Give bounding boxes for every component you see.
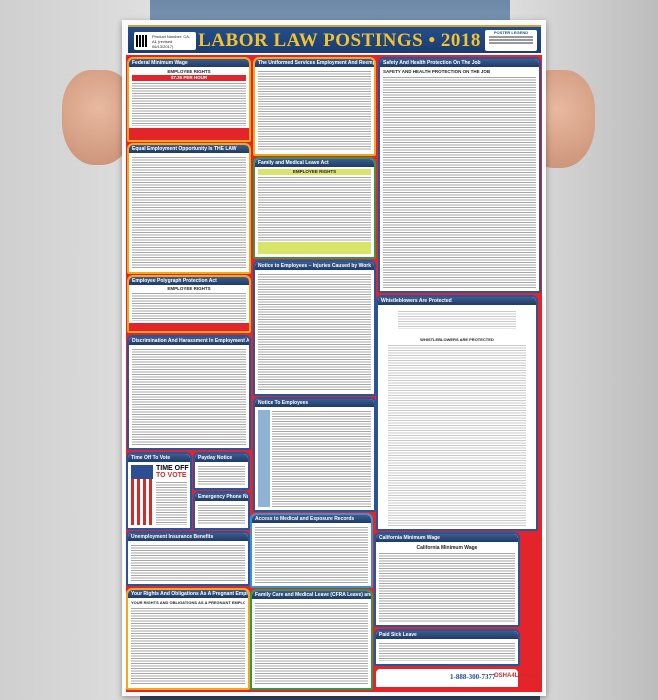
- section-title: Family Care and Medical Leave (CFRA Leav…: [252, 591, 371, 599]
- section-title: Emergency Phone Numbers: [195, 493, 248, 501]
- section-title: Whistleblowers Are Protected: [378, 297, 536, 305]
- section-payday-notice: Payday Notice: [193, 452, 250, 490]
- section-title: Payday Notice: [195, 454, 248, 462]
- section-fmla: Family and Medical Leave Act EMPLOYEE RI…: [253, 157, 376, 259]
- section-discrimination: Discrimination And Harassment In Employm…: [127, 335, 251, 450]
- section-emergency-phone: Emergency Phone Numbers: [193, 491, 250, 530]
- section-title: Your Rights And Obligations As A Pregnan…: [128, 590, 248, 598]
- section-title: Notice to Employees – Injuries Caused by…: [255, 262, 374, 270]
- section-title: Paid Sick Leave: [376, 631, 518, 639]
- section-notice-to-employees: Notice To Employees: [253, 397, 376, 512]
- section-title: Federal Minimum Wage: [129, 59, 249, 67]
- section-title: California Minimum Wage: [376, 534, 518, 542]
- section-federal-minimum-wage: Federal Minimum Wage EMPLOYEE RIGHTS $7.…: [127, 57, 251, 142]
- section-family-care-leave: Family Care and Medical Leave (CFRA Leav…: [250, 589, 373, 690]
- section-banner: EMPLOYEE RIGHTS: [167, 286, 211, 291]
- product-number: Product Number: CA-A1 (revised 06/13/201…: [134, 32, 196, 50]
- section-polygraph: Employee Polygraph Protection Act EMPLOY…: [127, 275, 251, 333]
- section-access-records: Access to Medical and Exposure Records: [250, 513, 373, 588]
- section-title: Notice To Employees: [255, 399, 374, 407]
- poster-title: LABOR LAW POSTINGS • 2018: [198, 30, 481, 51]
- section-paid-sick-leave: Paid Sick Leave: [374, 629, 520, 666]
- section-title: Discrimination And Harassment In Employm…: [129, 337, 249, 345]
- section-unemployment: Unemployment Insurance Benefits: [126, 531, 250, 586]
- section-whistleblowers: Whistleblowers Are Protected WHISTLEBLOW…: [376, 295, 538, 531]
- section-banner: EMPLOYEE RIGHTS: [258, 169, 371, 175]
- section-title: Family and Medical Leave Act: [255, 159, 374, 167]
- section-subtitle: SAFETY AND HEALTH PROTECTION ON THE JOB: [383, 69, 491, 74]
- poster-header: Product Number: CA-A1 (revised 06/13/201…: [128, 25, 541, 53]
- section-subtitle: YOUR RIGHTS AND OBLIGATIONS AS A PREGNAN…: [131, 600, 245, 605]
- section-injuries-notice: Notice to Employees – Injuries Caused by…: [253, 260, 376, 396]
- section-uniformed-services: The Uniformed Services Employment And Re…: [253, 57, 376, 156]
- section-title: Access to Medical and Exposure Records: [252, 515, 371, 523]
- poster-footer: [374, 667, 520, 689]
- section-subtitle: WHISTLEBLOWERS ARE PROTECTED: [420, 337, 494, 342]
- section-time-off-to-vote: Time Off To Vote TIME OFF TO VOTE: [126, 452, 192, 530]
- section-safety-health: Safety And Health Protection On The Job …: [378, 57, 541, 293]
- section-banner: EMPLOYEE RIGHTS: [167, 69, 211, 74]
- footer-phone: 1-888-300-7377: [450, 673, 496, 681]
- wage-banner: $7.25 PER HOUR: [132, 75, 246, 81]
- section-title: Safety And Health Protection On The Job: [380, 59, 539, 67]
- headline: TO VOTE: [156, 472, 187, 479]
- headline: TIME OFF: [156, 465, 189, 472]
- section-title: Time Off To Vote: [128, 454, 190, 462]
- section-title: Equal Employment Opportunity Is THE LAW: [129, 145, 249, 153]
- section-title: The Uniformed Services Employment And Re…: [255, 59, 374, 67]
- poster-legend: POSTER LEGEND: [485, 30, 537, 51]
- section-eeo: Equal Employment Opportunity Is THE LAW: [127, 143, 251, 274]
- section-title: Unemployment Insurance Benefits: [128, 533, 248, 541]
- section-subtitle: California Minimum Wage: [416, 545, 478, 551]
- section-title: Employee Polygraph Protection Act: [129, 277, 249, 285]
- footer-brand-logo: OSHA4Less.com: [494, 673, 543, 679]
- section-ca-minimum-wage: California Minimum Wage California Minim…: [374, 532, 520, 627]
- ballot-box-icon: [131, 465, 153, 525]
- legend-label: POSTER LEGEND: [493, 30, 529, 35]
- section-pregnant-employee: Your Rights And Obligations As A Pregnan…: [126, 588, 250, 690]
